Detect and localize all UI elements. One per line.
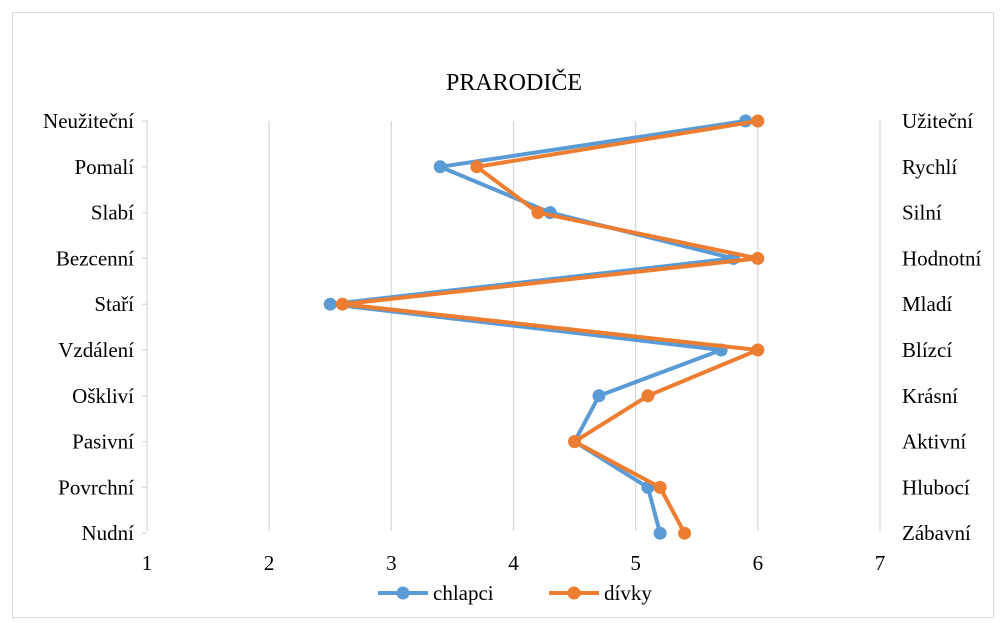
right-category-label: Zábavní bbox=[902, 521, 971, 545]
x-tick-label: 7 bbox=[875, 551, 886, 575]
legend-marker bbox=[396, 586, 410, 600]
x-tick-label: 5 bbox=[630, 551, 641, 575]
left-category-label: Pasivní bbox=[72, 430, 134, 454]
series-point bbox=[433, 160, 447, 174]
series-point bbox=[531, 206, 545, 220]
series-point bbox=[568, 435, 582, 449]
right-category-labels: Užiteční Rychlí Silní Hodnotní Mladí Blízcí Kr… bbox=[902, 109, 982, 545]
legend-label: chlapci bbox=[433, 581, 494, 605]
right-category-label: Silní bbox=[902, 201, 942, 225]
series-point bbox=[653, 480, 667, 494]
x-tick-label: 1 bbox=[142, 551, 153, 575]
series-point bbox=[592, 389, 606, 403]
series-point bbox=[335, 297, 349, 311]
series-line bbox=[328, 119, 746, 534]
right-category-label: Hlubocí bbox=[902, 475, 970, 499]
left-category-label: Pomalí bbox=[74, 155, 134, 179]
series-point bbox=[470, 160, 484, 174]
left-category-label: Vzdálení bbox=[58, 338, 134, 362]
chart-title: PRARODIČE bbox=[446, 69, 582, 96]
series-point bbox=[323, 297, 337, 311]
left-category-label: Staří bbox=[94, 292, 134, 316]
series-point bbox=[751, 114, 765, 128]
legend-label: dívky bbox=[604, 581, 652, 605]
right-category-label: Aktivní bbox=[902, 430, 966, 454]
series-lines bbox=[323, 114, 765, 540]
right-category-label: Rychlí bbox=[902, 155, 957, 179]
right-category-label: Krásní bbox=[902, 384, 958, 408]
gridlines bbox=[142, 120, 881, 534]
legend: chlapci dívky bbox=[378, 581, 652, 605]
x-tick-label: 2 bbox=[264, 551, 275, 575]
left-category-labels: Neužiteční Pomalí Slabí Bezcenní Staří Vzdále… bbox=[43, 109, 134, 545]
series-point bbox=[751, 343, 765, 357]
series-point bbox=[653, 526, 667, 540]
left-category-label: Neužiteční bbox=[43, 109, 134, 133]
series-point bbox=[641, 389, 655, 403]
right-category-label: Hodnotní bbox=[902, 246, 982, 270]
right-category-label: Blízcí bbox=[902, 338, 952, 362]
left-category-label: Slabí bbox=[91, 201, 134, 225]
left-category-label: Povrchní bbox=[58, 475, 134, 499]
left-category-label: Oškliví bbox=[72, 384, 134, 408]
legend-marker bbox=[567, 586, 581, 600]
left-category-label: Bezcenní bbox=[56, 246, 134, 270]
x-tick-label: 4 bbox=[508, 551, 519, 575]
x-tick-label: 6 bbox=[753, 551, 764, 575]
chart-frame bbox=[12, 12, 994, 618]
x-tick-label: 3 bbox=[386, 551, 397, 575]
series-point bbox=[678, 526, 692, 540]
left-category-label: Nudní bbox=[82, 521, 135, 545]
series-line bbox=[340, 119, 760, 535]
right-category-label: Mladí bbox=[902, 292, 952, 316]
series-point bbox=[751, 251, 765, 265]
x-tick-labels: 1 2 3 4 5 6 7 bbox=[142, 551, 886, 575]
right-category-label: Užiteční bbox=[902, 109, 973, 133]
